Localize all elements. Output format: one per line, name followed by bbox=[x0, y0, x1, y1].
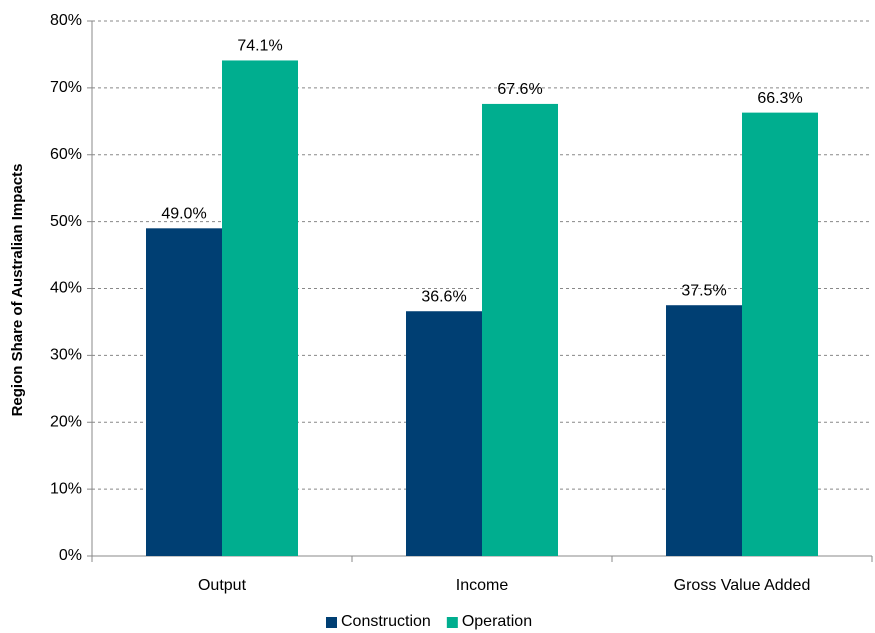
y-tick-label: 60% bbox=[50, 146, 82, 163]
y-tick-label: 50% bbox=[50, 213, 82, 230]
data-label: 49.0% bbox=[161, 206, 206, 223]
legend-label: Operation bbox=[462, 613, 532, 630]
legend-swatch bbox=[326, 617, 337, 628]
data-label: 66.3% bbox=[757, 90, 802, 107]
bar bbox=[222, 60, 298, 557]
bar bbox=[482, 103, 558, 557]
y-tick-label: 30% bbox=[50, 347, 82, 364]
x-tick-label: Gross Value Added bbox=[674, 577, 811, 594]
legend-swatch bbox=[446, 617, 458, 628]
bar bbox=[146, 228, 222, 556]
y-tick-label: 80% bbox=[50, 12, 82, 29]
y-tick-label: 40% bbox=[50, 280, 82, 297]
x-tick-label: Income bbox=[456, 577, 509, 594]
data-label: 74.1% bbox=[237, 38, 282, 55]
y-tick-label: 20% bbox=[50, 413, 82, 430]
data-label: 37.5% bbox=[681, 282, 726, 299]
data-label: 67.6% bbox=[497, 81, 542, 98]
y-tick-label: 70% bbox=[50, 79, 82, 96]
y-axis-label: Region Share of Australian Impacts bbox=[9, 164, 26, 417]
x-tick-label: Output bbox=[198, 577, 247, 594]
bar bbox=[742, 112, 818, 557]
legend-label: Construction bbox=[341, 613, 431, 630]
bar bbox=[666, 305, 742, 556]
y-tick-label: 10% bbox=[50, 480, 82, 497]
data-label: 36.6% bbox=[421, 288, 466, 305]
y-tick-label: 0% bbox=[59, 547, 82, 564]
bar bbox=[406, 311, 482, 556]
